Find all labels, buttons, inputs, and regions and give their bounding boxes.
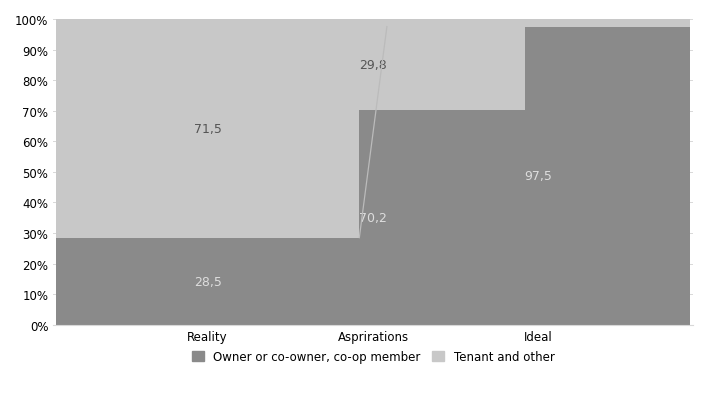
Bar bbox=[56, 238, 360, 325]
Bar bbox=[222, 111, 525, 325]
Bar bbox=[387, 27, 690, 325]
Text: 29,8: 29,8 bbox=[359, 59, 387, 72]
Bar bbox=[387, 20, 690, 27]
Text: 70,2: 70,2 bbox=[359, 211, 387, 225]
Legend: Owner or co-owner, co-op member, Tenant and other: Owner or co-owner, co-op member, Tenant … bbox=[187, 346, 559, 368]
Bar bbox=[222, 20, 525, 111]
Text: 97,5: 97,5 bbox=[525, 170, 552, 183]
Text: 71,5: 71,5 bbox=[194, 123, 222, 135]
Text: 28,5: 28,5 bbox=[194, 275, 222, 288]
Bar bbox=[56, 20, 360, 238]
